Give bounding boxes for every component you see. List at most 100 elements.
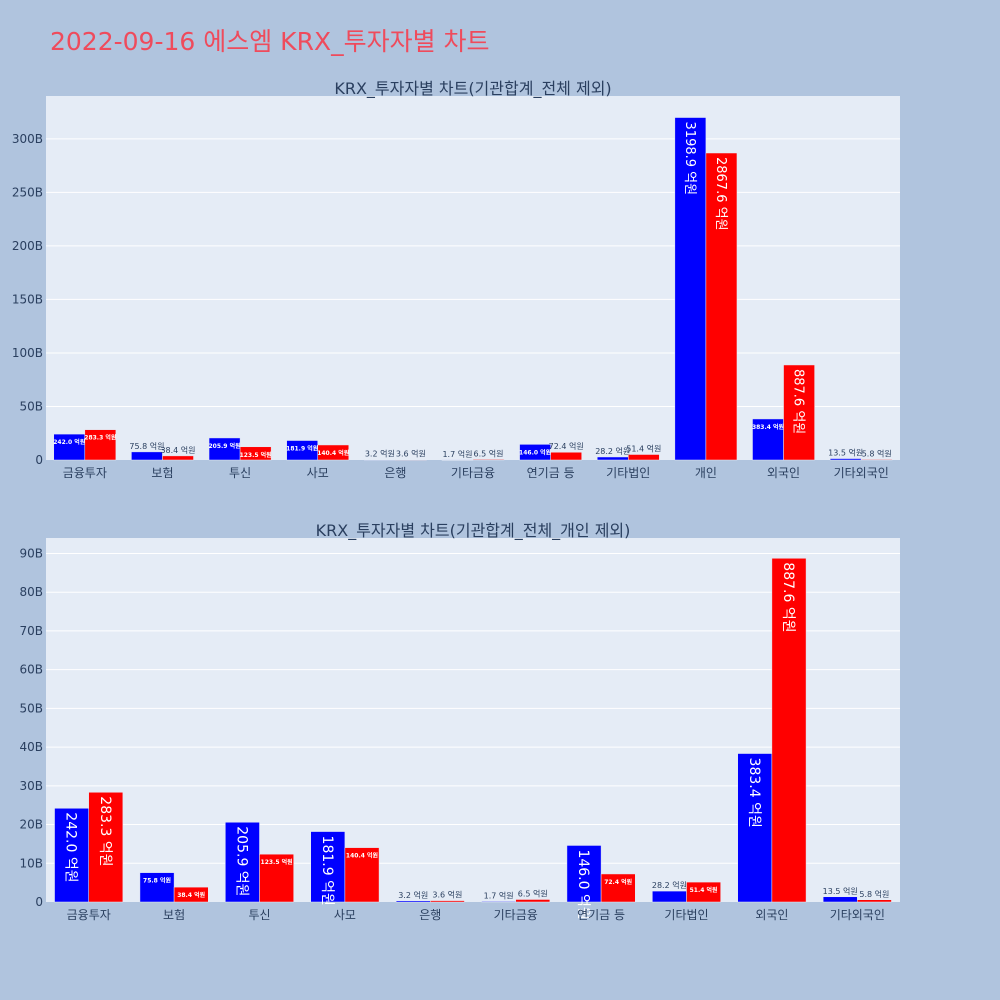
- y-tick-label: 300B: [12, 132, 43, 146]
- chart-title: KRX_투자자별 차트(기관합계_전체_개인 제외): [316, 521, 631, 541]
- bar-sell: [317, 444, 350, 461]
- x-tick-label: 연기금 등: [577, 908, 625, 922]
- bar-sell: [88, 792, 124, 903]
- chart-investor-excl-individual: KRX_투자자별 차트(기관합계_전체_개인 제외) 0 10B 20B 30B 40B 5…: [19, 521, 900, 922]
- bar-sell: [344, 847, 380, 903]
- plot-area: [46, 96, 900, 460]
- bar-sell: [395, 459, 427, 461]
- bar-value-label: 242.0 억원: [63, 812, 79, 882]
- y-tick-label: 60B: [19, 663, 43, 677]
- bar-value-label: 283.3 억원: [84, 434, 116, 442]
- x-tick-label: 은행: [419, 907, 441, 922]
- bar-value-label: 72.4 억원: [549, 441, 584, 451]
- bar-buy: [441, 459, 474, 461]
- bar-sell: [628, 454, 660, 461]
- bar-value-label: 887.6 억원: [791, 369, 806, 434]
- y-tick-label: 80B: [19, 585, 43, 599]
- y-tick-label: 0: [35, 453, 43, 467]
- bar-value-label: 28.2 억원: [652, 880, 687, 890]
- bar-buy: [395, 900, 431, 903]
- bar-value-label: 38.4 억원: [177, 891, 205, 899]
- bar-buy: [131, 451, 163, 461]
- y-tick-label: 40B: [19, 740, 43, 754]
- x-tick-label: 금융투자: [63, 466, 107, 480]
- bar-value-label: 38.4 억원: [160, 445, 195, 455]
- x-tick-label: 보험: [163, 908, 185, 922]
- bar-sell: [600, 873, 636, 903]
- y-tick-label: 150B: [12, 292, 43, 306]
- bar-value-label: 3.6 억원: [432, 890, 462, 900]
- x-tick-label: 기타금융: [451, 466, 495, 480]
- x-tick-label: 보험: [151, 466, 173, 480]
- bar-sell: [860, 459, 893, 461]
- bar-value-label: 72.4 억원: [604, 878, 632, 886]
- bar-value-label: 140.4 억원: [317, 449, 349, 457]
- bar-value-label: 28.2 억원: [595, 446, 630, 456]
- bar-value-label: 3.2 억원: [365, 449, 395, 459]
- x-tick-label: 투신: [229, 466, 251, 480]
- bar-value-label: 887.6 억원: [780, 562, 796, 632]
- x-tick-label: 기타금융: [494, 908, 538, 922]
- chart-investor-all: KRX_투자자별 차트(기관합계_전체 제외) 0 50B 100B 150B 200B 2…: [12, 79, 900, 480]
- y-tick-label: 50B: [19, 701, 43, 715]
- bar-value-label: 5.8 억원: [859, 889, 889, 899]
- bar-value-label: 383.4 억원: [746, 758, 762, 828]
- x-tick-label: 사모: [307, 466, 329, 480]
- bar-value-label: 242.0 억원: [53, 438, 85, 446]
- bar-value-label: 51.4 억원: [690, 886, 718, 894]
- bar-buy: [752, 418, 784, 461]
- bar-value-label: 1.7 억원: [484, 890, 514, 900]
- bar-buy: [481, 901, 516, 903]
- bar-value-label: 383.4 억원: [752, 423, 784, 431]
- bar-buy: [822, 896, 858, 903]
- x-tick-label: 투신: [248, 908, 270, 922]
- bar-value-label: 13.5 억원: [823, 886, 858, 896]
- bar-sell: [771, 558, 807, 903]
- bar-sell: [686, 881, 721, 903]
- bar-sell: [515, 899, 551, 903]
- bar-sell: [84, 429, 117, 461]
- bar-value-label: 3.2 억원: [398, 890, 428, 900]
- x-tick-label: 기타법인: [664, 908, 708, 922]
- bar-buy: [54, 808, 89, 903]
- bar-sell: [162, 455, 194, 461]
- bar-sell: [173, 886, 209, 903]
- bar-value-label: 283.3 억원: [97, 796, 113, 866]
- bar-buy: [310, 831, 346, 903]
- bar-value-label: 5.8 억원: [862, 448, 892, 458]
- bar-value-label: 13.5 억원: [828, 448, 863, 458]
- bar-value-label: 2867.6 억원: [713, 157, 728, 231]
- x-tick-label: 기타외국인: [834, 466, 889, 480]
- bar-value-label: 3198.9 억원: [682, 122, 697, 196]
- bar-value-label: 75.8 억원: [143, 877, 171, 885]
- page-title: 2022-09-16 에스엠 KRX_투자자별 차트: [50, 27, 490, 56]
- chart-title: KRX_투자자별 차트(기관합계_전체 제외): [334, 79, 611, 99]
- bar-value-label: 6.5 억원: [518, 888, 548, 898]
- bar-value-label: 146.0 억원: [519, 448, 551, 456]
- y-tick-label: 10B: [19, 856, 43, 870]
- bar-buy: [364, 459, 396, 461]
- bar-buy: [53, 433, 86, 461]
- bar-buy: [139, 872, 175, 903]
- bar-value-label: 123.5 억원: [261, 858, 293, 866]
- bar-value-label: 140.4 억원: [346, 852, 378, 860]
- x-tick-label: 개인: [695, 466, 717, 480]
- bar-sell: [430, 900, 465, 903]
- x-tick-label: 사모: [334, 908, 356, 922]
- bar-buy: [652, 890, 687, 903]
- y-tick-label: 250B: [12, 185, 43, 199]
- y-tick-label: 200B: [12, 239, 43, 253]
- x-tick-label: 금융투자: [67, 908, 111, 922]
- x-tick-label: 기타법인: [606, 466, 650, 480]
- bar-value-label: 75.8 억원: [129, 441, 164, 451]
- bar-value-label: 181.9 억원: [286, 445, 318, 453]
- y-tick-label: 20B: [19, 818, 43, 832]
- bar-value-label: 205.9 억원: [209, 442, 241, 450]
- bar-value-label: 205.9 억원: [234, 826, 250, 896]
- bar-buy: [225, 822, 260, 903]
- bar-value-label: 123.5 억원: [240, 451, 272, 459]
- bar-sell: [259, 853, 294, 903]
- y-tick-label: 50B: [19, 399, 43, 413]
- bar-buy: [596, 456, 629, 461]
- y-tick-label: 30B: [19, 779, 43, 793]
